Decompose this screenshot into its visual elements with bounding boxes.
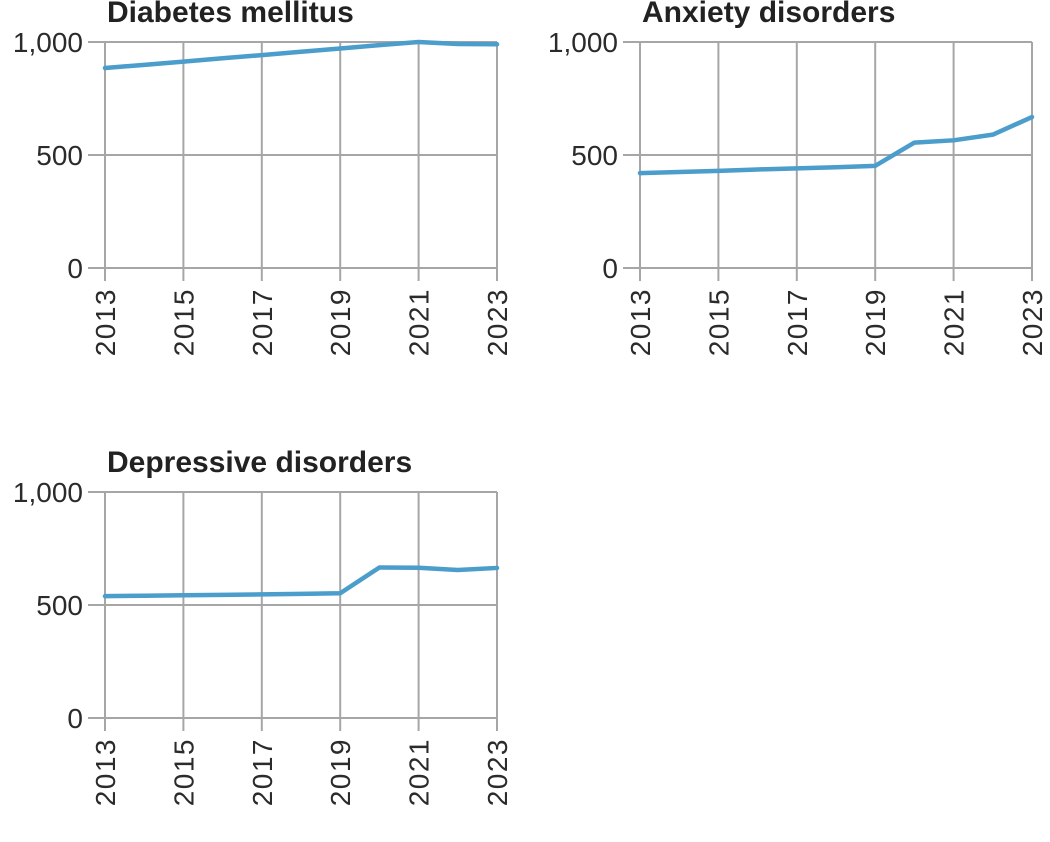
svg-text:1,000: 1,000 (548, 27, 618, 58)
chart-title: Anxiety disorders (642, 0, 896, 29)
svg-text:2015: 2015 (703, 288, 734, 356)
svg-text:1,000: 1,000 (13, 477, 83, 508)
svg-text:500: 500 (571, 140, 618, 171)
svg-text:1,000: 1,000 (13, 27, 83, 58)
line-chart: 2013 2015 2017 2019 2021 2023 0 500 1,000 (548, 27, 1048, 356)
chart-depressive-disorders: Depressive disorders 2013 2015 2017 2019 202… (0, 446, 525, 842)
chart-anxiety-disorders: Anxiety disorders 2013 2015 2017 2019 2021 20… (535, 0, 1050, 392)
svg-text:2023: 2023 (1017, 288, 1048, 356)
svg-text:2015: 2015 (168, 288, 199, 356)
svg-text:2013: 2013 (625, 288, 656, 356)
svg-text:2017: 2017 (782, 288, 813, 356)
line-chart: 2013 2015 2017 2019 2021 2023 0 500 1,000 (13, 27, 513, 356)
chart-title: Depressive disorders (107, 446, 413, 479)
chart-diabetes-mellitus: Diabetes mellitus 2013 2015 2017 2019 2021 20… (0, 0, 525, 392)
svg-text:500: 500 (36, 590, 83, 621)
svg-text:2019: 2019 (325, 738, 356, 806)
svg-text:2021: 2021 (404, 738, 435, 806)
svg-text:2023: 2023 (482, 288, 513, 356)
svg-text:0: 0 (67, 703, 83, 734)
svg-text:2023: 2023 (482, 738, 513, 806)
svg-text:0: 0 (67, 253, 83, 284)
svg-text:2021: 2021 (939, 288, 970, 356)
svg-text:2015: 2015 (168, 738, 199, 806)
line-chart: 2013 2015 2017 2019 2021 2023 0 500 1,000 (13, 477, 513, 806)
svg-text:2021: 2021 (404, 288, 435, 356)
svg-text:2013: 2013 (90, 738, 121, 806)
svg-text:2019: 2019 (860, 288, 891, 356)
svg-text:2019: 2019 (325, 288, 356, 356)
svg-text:2017: 2017 (247, 738, 278, 806)
svg-text:2017: 2017 (247, 288, 278, 356)
svg-text:0: 0 (602, 253, 618, 284)
chart-title: Diabetes mellitus (107, 0, 354, 29)
svg-text:500: 500 (36, 140, 83, 171)
svg-text:2013: 2013 (90, 288, 121, 356)
